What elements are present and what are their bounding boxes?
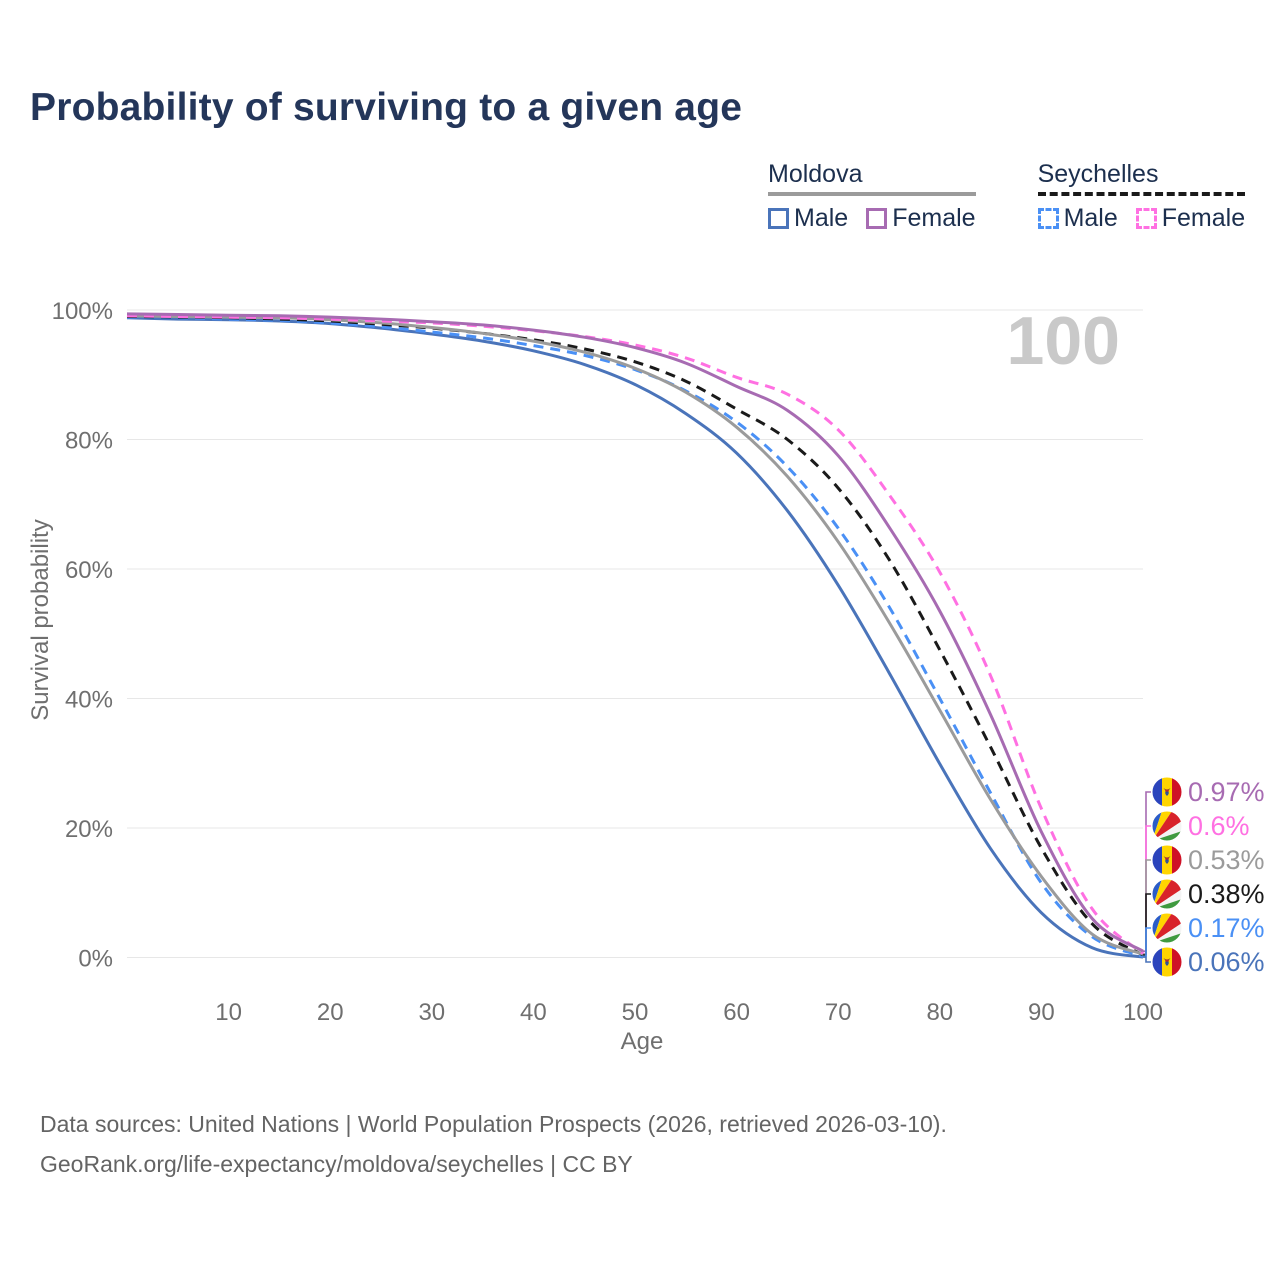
x-tick-label: 70 (825, 999, 852, 1026)
y-tick-label: 100% (52, 298, 113, 325)
legend-item-moldova-female: Female (866, 204, 976, 233)
x-tick-label: 80 (926, 999, 953, 1026)
x-tick-label: 90 (1028, 999, 1055, 1026)
series-line-seychelles-female[interactable] (126, 314, 1144, 955)
seychelles-female-label: Female (1161, 204, 1246, 232)
y-tick-label: 0% (78, 946, 113, 973)
series-connector-moldova-male (1143, 956, 1151, 963)
data-sources-line: Data sources: United Nations | World Pop… (40, 1111, 947, 1137)
x-tick-label: 10 (215, 999, 242, 1026)
series-line-moldova-male[interactable] (126, 316, 1144, 959)
seychelles-male-checkbox[interactable] (1037, 208, 1059, 229)
series-line-seychelles-all[interactable] (126, 315, 1144, 957)
series-line-seychelles-male[interactable] (126, 315, 1144, 958)
y-tick-label: 20% (65, 816, 113, 843)
y-tick-label: 60% (65, 557, 113, 584)
moldova-male-label: Male (794, 204, 849, 232)
x-tick-label: 50 (622, 999, 649, 1026)
series-end-label-moldova-female: 0.97% (1188, 777, 1265, 807)
legend-group-moldova: Moldova Male Female (768, 160, 976, 233)
y-tick-label: 80% (65, 428, 113, 455)
moldova-female-label: Female (892, 204, 976, 232)
moldova-flag-icon (1152, 777, 1182, 807)
legend-item-moldova-male: Male (768, 204, 848, 233)
moldova-female-checkbox[interactable] (866, 208, 888, 229)
legend-country-moldova: Moldova (768, 160, 863, 188)
series-end-label-moldova-all: 0.53% (1188, 845, 1265, 875)
series-connector-seychelles-female (1143, 825, 1151, 955)
legend-item-seychelles-male: Male (1037, 204, 1118, 233)
seychelles-line-style-swatch (1037, 192, 1246, 196)
flag-ring (1151, 844, 1183, 876)
moldova-flag-icon (1152, 845, 1182, 875)
series-end-label-moldova-male: 0.06% (1188, 947, 1265, 977)
seychelles-female-checkbox[interactable] (1135, 208, 1157, 229)
series-connector-moldova-all (1143, 859, 1151, 955)
moldova-flag-icon (1152, 947, 1182, 977)
legend-country-seychelles: Seychelles (1037, 160, 1159, 188)
x-axis-title: Age (620, 1028, 664, 1055)
series-connector-seychelles-male (1143, 927, 1151, 958)
y-tick-label: 40% (65, 687, 113, 714)
legend: Moldova Male Female Seychelles Male Fema… (768, 160, 1246, 233)
series-line-moldova-female[interactable] (126, 312, 1144, 953)
flag-ring (1151, 776, 1183, 808)
flag-ring (1151, 912, 1183, 944)
moldova-line-style-swatch (768, 192, 976, 196)
series-connector-seychelles-all (1143, 893, 1151, 956)
series-end-label-seychelles-all: 0.38% (1188, 879, 1265, 909)
attribution-line: GeoRank.org/life-expectancy/moldova/seyc… (40, 1151, 633, 1177)
series-end-label-seychelles-male: 0.17% (1188, 913, 1265, 943)
x-tick-label: 30 (418, 999, 445, 1026)
hover-age-watermark: 100 (1006, 303, 1120, 379)
flag-ring (1151, 810, 1183, 842)
legend-item-seychelles-female: Female (1135, 204, 1246, 233)
x-tick-label: 60 (723, 999, 750, 1026)
moldova-male-checkbox[interactable] (768, 208, 789, 229)
series-line-moldova-all[interactable] (126, 314, 1144, 956)
x-tick-label: 20 (317, 999, 344, 1026)
x-tick-label: 40 (520, 999, 547, 1026)
seychelles-male-label: Male (1063, 204, 1118, 232)
legend-group-seychelles: Seychelles Male Female (1037, 160, 1246, 233)
page-title: Probability of surviving to a given age (30, 86, 743, 129)
flag-ring (1151, 946, 1183, 978)
series-end-label-seychelles-female: 0.6% (1188, 811, 1250, 841)
flag-ring (1151, 878, 1183, 910)
x-tick-label: 100 (1123, 999, 1163, 1026)
footer: Data sources: United Nations | World Pop… (40, 1104, 947, 1184)
